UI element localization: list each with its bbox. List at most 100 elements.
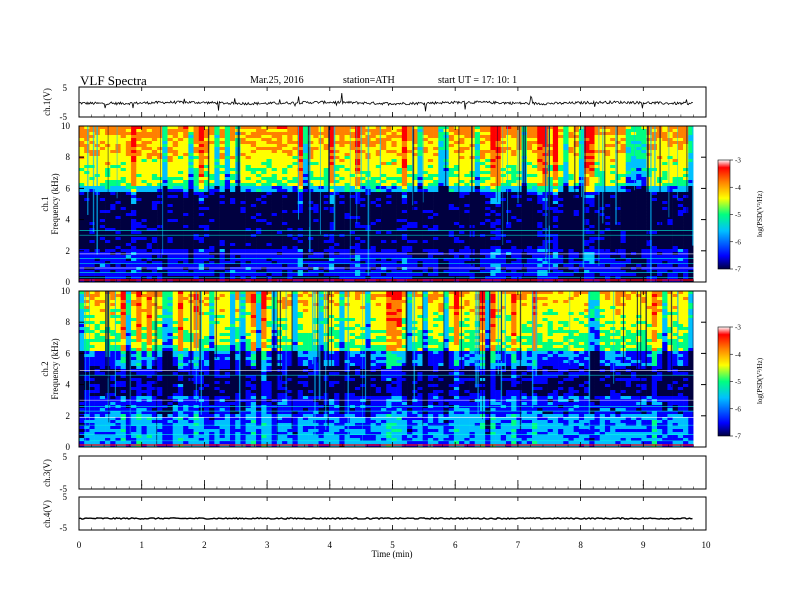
spectrogram-cell xyxy=(183,156,189,160)
spectrogram-cell xyxy=(558,267,564,271)
spectrogram-cell xyxy=(110,201,116,205)
spectrogram-cell xyxy=(511,192,517,196)
spectrogram-cell xyxy=(407,135,413,139)
spectrogram-cell xyxy=(99,144,106,148)
spectrogram-cell xyxy=(391,210,397,214)
spectrogram-cell xyxy=(151,156,158,160)
spectrogram-cell xyxy=(521,183,528,187)
spectrogram-cell xyxy=(537,147,543,151)
spectrogram-cell xyxy=(219,231,226,235)
spectrogram-cell xyxy=(354,174,361,178)
spectrogram-cell xyxy=(282,207,288,211)
spectrogram-cell xyxy=(532,279,538,283)
spectrogram-cell xyxy=(146,129,153,133)
spectrogram-cell xyxy=(193,261,200,265)
spectrogram-cell xyxy=(183,273,189,277)
spectrogram-cell xyxy=(84,171,90,175)
spectrogram-cell xyxy=(427,264,434,268)
spectrogram-cell xyxy=(381,228,387,232)
spectrogram-cell xyxy=(99,210,106,214)
spectrogram-cell xyxy=(448,228,455,232)
spectrogram-cell xyxy=(391,261,397,265)
spectrogram-cell xyxy=(276,219,283,223)
spectrogram-cell xyxy=(287,183,293,187)
spectrogram-cell xyxy=(188,126,194,130)
spectrogram-cell xyxy=(490,246,496,250)
spectrogram-cell xyxy=(125,258,132,262)
spectrogram-cell xyxy=(401,198,408,202)
spectrogram-cell xyxy=(547,135,554,139)
spectrogram-cell xyxy=(125,270,132,274)
spectrogram-cell xyxy=(219,177,226,181)
spectrogram-cell xyxy=(172,237,179,241)
spectrogram-cell xyxy=(391,219,397,223)
spectrogram-cell xyxy=(276,234,283,238)
spectrogram-cell xyxy=(459,246,465,250)
spectrogram-cell xyxy=(386,249,392,253)
spectrogram-cell xyxy=(136,138,142,142)
spectrogram-cell xyxy=(433,279,439,283)
spectrogram-cell xyxy=(381,129,387,133)
spectrogram-cell xyxy=(125,189,132,193)
spectrogram-cell xyxy=(422,201,429,205)
spectrogram-cell xyxy=(302,201,309,205)
spectrogram-cell xyxy=(568,225,574,229)
spectrogram-cell xyxy=(375,246,382,250)
spectrogram-cell xyxy=(552,249,559,253)
spectrogram-cell xyxy=(250,258,257,262)
spectrogram-cell xyxy=(240,213,246,217)
spectrogram-cell xyxy=(354,129,361,133)
spectrogram-cell xyxy=(568,258,574,262)
spectrogram-cell xyxy=(558,171,564,175)
spectrogram-cell xyxy=(558,165,564,169)
spectrogram-cell xyxy=(79,147,85,151)
spectrogram-cell xyxy=(297,204,304,208)
spectrogram-cell xyxy=(287,228,293,232)
spectrogram-cell xyxy=(516,225,522,229)
spectrogram-cell xyxy=(240,132,246,136)
spectrogram-cell xyxy=(282,153,288,157)
spectrogram-cell xyxy=(412,156,418,160)
spectrogram-cell xyxy=(464,198,470,202)
spectrogram-cell xyxy=(235,216,241,220)
spectrogram-cell xyxy=(84,132,90,136)
spectrogram-cell xyxy=(209,195,215,199)
spectrogram-cell xyxy=(209,159,215,163)
spectrogram-cell xyxy=(151,225,158,229)
spectrogram-cell xyxy=(313,279,319,283)
spectrogram-cell xyxy=(453,240,460,244)
spectrogram-cell xyxy=(297,153,304,157)
spectrogram-cell xyxy=(521,153,528,157)
spectrogram-cell xyxy=(250,150,257,154)
spectrogram-cell xyxy=(209,138,215,142)
spectrogram-cell xyxy=(79,240,85,244)
spectrogram-cell xyxy=(214,150,220,154)
spectrogram-cell xyxy=(136,255,142,259)
spectrogram-cell xyxy=(172,207,179,211)
spectrogram-cell xyxy=(349,213,356,217)
spectrogram-cell xyxy=(391,273,397,277)
spectrogram-cell xyxy=(115,216,121,220)
spectrogram-cell xyxy=(120,165,127,169)
spectrogram-cell xyxy=(214,249,220,253)
spectrogram-cell xyxy=(511,159,517,163)
spectrogram-cell xyxy=(568,192,574,196)
spectrogram-cell xyxy=(506,201,512,205)
spectrogram-cell xyxy=(521,210,528,214)
spectrogram-cell xyxy=(516,258,522,262)
spectrogram-cell xyxy=(157,225,163,229)
spectrogram-cell xyxy=(328,126,335,130)
spectrogram-cell xyxy=(386,210,392,214)
spectrogram-cell xyxy=(110,159,116,163)
spectrogram-cell xyxy=(105,237,111,241)
spectrogram-cell xyxy=(495,264,502,268)
spectrogram-cell xyxy=(511,261,517,265)
spectrogram-cell xyxy=(266,156,272,160)
spectrogram-cell xyxy=(120,216,127,220)
spectrogram-cell xyxy=(464,144,470,148)
spectrogram-cell xyxy=(193,141,200,145)
spectrogram-cell xyxy=(344,147,351,151)
spectrogram-cell xyxy=(339,198,345,202)
spectrogram-cell xyxy=(209,267,215,271)
spectrogram-cell xyxy=(427,129,434,133)
